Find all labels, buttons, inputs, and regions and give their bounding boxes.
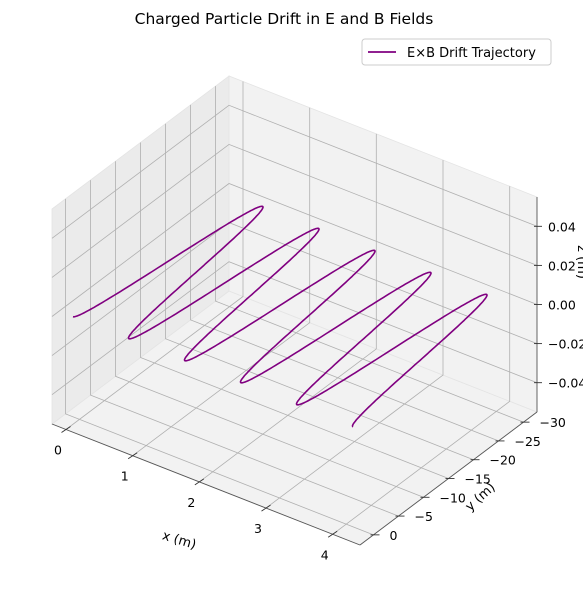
y-tick-label: 0: [390, 528, 398, 543]
grid-line-x: [332, 186, 511, 535]
z-tick-label: 0.00: [548, 298, 576, 313]
y-tick-label: −25: [515, 434, 541, 449]
grid-line-y: [90, 180, 399, 517]
z-tick-label: 0.04: [548, 219, 576, 234]
grid-lines: [51, 81, 538, 536]
z-axis-ticks: 0.04 0.02 0.00 −0.02 −0.04: [534, 219, 583, 391]
grid-line-y: [190, 104, 499, 442]
x-tick-label: 1: [121, 469, 129, 484]
grid-line-z: [51, 104, 538, 239]
x-tick-label: 0: [54, 443, 62, 458]
trajectory-layer: [72, 205, 488, 428]
y-tick-label: −20: [490, 453, 516, 468]
chart-title: Charged Particle Drift in E and B Fields: [135, 10, 434, 28]
grid-line-x: [132, 107, 311, 457]
y-tick-label: −10: [440, 490, 466, 505]
x-tick-label: 2: [187, 495, 195, 510]
x-tick-label: 4: [321, 547, 329, 562]
x-tick-mark: [61, 426, 71, 433]
x-tick-mark: [261, 504, 271, 512]
grid-line-y: [215, 86, 524, 423]
x-tick-mark: [327, 530, 338, 538]
legend-label: E×B Drift Trajectory: [407, 46, 536, 61]
y-tick-label: −5: [415, 509, 433, 524]
grid-line-z: [51, 143, 538, 278]
x-axis-ticks: 0 1 2 3 4: [54, 426, 338, 562]
z-tick-label: 0.02: [548, 258, 576, 273]
x-axis-label: x (m): [160, 528, 198, 552]
grid-line-y: [140, 142, 449, 479]
grid-line-z: [51, 183, 538, 317]
grid-line-x: [199, 133, 377, 483]
grid-line-x: [265, 160, 444, 509]
z-axis-label: z (m): [574, 245, 583, 279]
z-tick-label: −0.02: [548, 337, 583, 352]
y-tick-label: −15: [465, 472, 491, 487]
legend: E×B Drift Trajectory: [361, 38, 552, 66]
x-tick-mark: [127, 452, 138, 460]
grid-line-y: [165, 123, 474, 461]
grid-line-y: [65, 198, 374, 536]
trajectory-line: [72, 205, 488, 428]
z-tick-label: −0.04: [548, 376, 583, 391]
x-tick-label: 3: [254, 521, 262, 536]
x-axis-line: [51, 423, 361, 546]
grid-line-y: [115, 161, 424, 498]
x-tick-mark: [194, 478, 205, 486]
y-tick-label: −30: [540, 415, 566, 430]
grid-line-x: [65, 81, 244, 430]
grid-line-z: [51, 261, 538, 396]
legend-frame: [361, 38, 552, 66]
y-axis-ticks: 0 −5 −10 −15 −20 −25 −30: [370, 415, 566, 543]
